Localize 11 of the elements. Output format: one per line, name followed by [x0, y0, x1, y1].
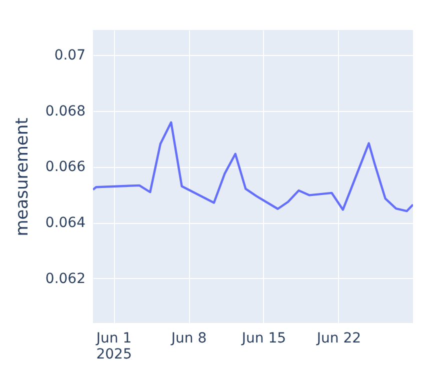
y-axis-title: measurement [12, 117, 32, 236]
y-tick-label: 0.07 [54, 48, 86, 64]
y-tick-label: 0.068 [45, 103, 86, 120]
x-tick-label: Jun 22 [316, 330, 362, 346]
x-tick-label: Jun 8 [170, 330, 207, 346]
line-series [93, 121, 413, 212]
y-tick-label: 0.062 [45, 270, 86, 287]
y-tick-label: 0.064 [45, 215, 86, 232]
y-tick-label: 0.066 [45, 159, 86, 176]
x-tick-label: Jun 15 [240, 330, 286, 346]
x-tick-label: Jun 1 2025 [95, 330, 132, 362]
